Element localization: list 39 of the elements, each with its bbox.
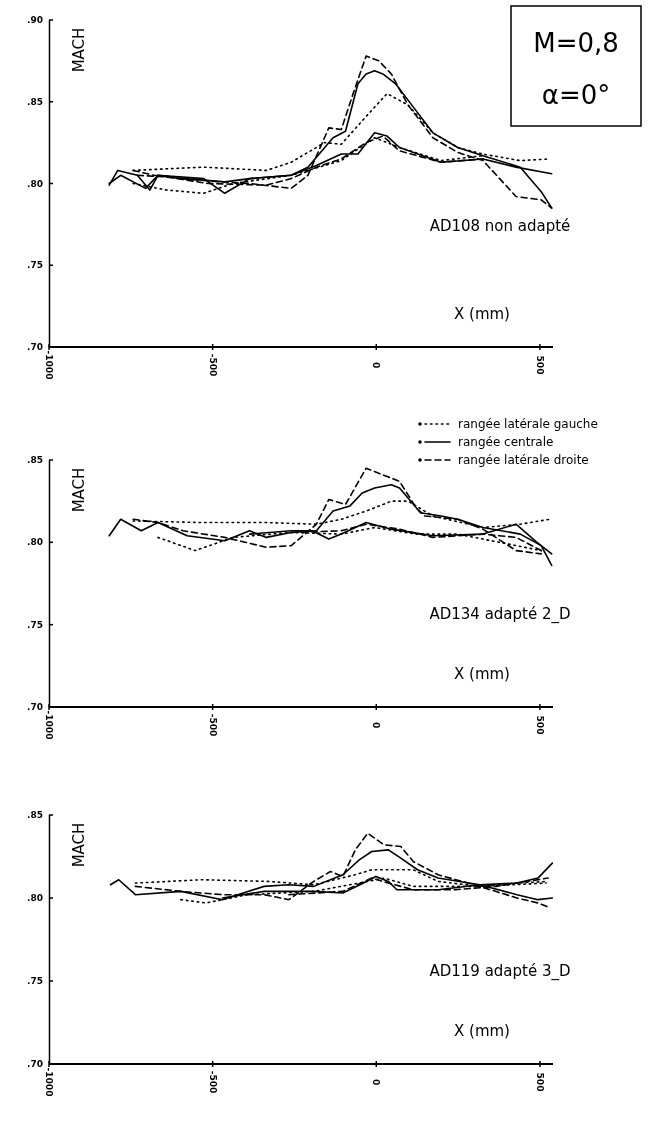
- x-tick-label: -1000: [44, 1067, 54, 1097]
- y-tick-label: .90: [27, 15, 43, 25]
- y-tick-label: .80: [27, 893, 43, 903]
- x-axis-title: X (mm): [454, 305, 510, 323]
- x-tick-label: 0: [371, 1078, 382, 1086]
- annotation: AD134 adapté 2_D: [429, 605, 571, 625]
- y-tick-label: .75: [27, 976, 43, 986]
- x-tick-label: 500: [534, 355, 545, 375]
- x-tick-label: 500: [534, 715, 545, 735]
- x-axis-title: X (mm): [454, 665, 510, 683]
- y-tick-label: .75: [27, 260, 43, 271]
- x-tick-label: -500: [207, 1070, 218, 1094]
- annotation: AD108 non adapté: [429, 216, 571, 235]
- y-axis-title: MACH: [70, 822, 88, 868]
- x-tick-label: -500: [207, 353, 218, 377]
- x-tick-label: 0: [371, 361, 382, 369]
- y-tick-label: .70: [27, 702, 43, 712]
- x-tick-label: -1000: [44, 350, 54, 380]
- y-tick-label: .70: [27, 1059, 43, 1069]
- y-tick-label: .75: [27, 619, 43, 630]
- y-tick-label: .80: [27, 537, 43, 548]
- x-tick-label: 0: [371, 721, 382, 729]
- y-axis-title: MACH: [70, 467, 88, 513]
- annotation: α=0°: [541, 80, 611, 110]
- y-tick-label: .85: [27, 96, 43, 107]
- y-axis-title: MACH: [70, 27, 88, 73]
- y-tick-label: .85: [27, 810, 43, 820]
- x-tick-label: -1000: [44, 710, 54, 740]
- y-tick-label: .70: [27, 342, 43, 352]
- annotation: M=0,8: [533, 28, 619, 58]
- x-tick-label: -500: [207, 713, 218, 737]
- y-tick-label: .85: [27, 455, 43, 465]
- y-tick-label: .80: [27, 178, 43, 189]
- annotation: AD119 adapté 3_D: [429, 961, 571, 981]
- legend-label: rangée latérale droite: [458, 453, 589, 467]
- legend-label: rangée latérale gauche: [458, 417, 598, 431]
- x-tick-label: 500: [534, 1072, 545, 1092]
- x-axis-title: X (mm): [454, 1022, 510, 1040]
- legend-label: rangée centrale: [458, 435, 554, 449]
